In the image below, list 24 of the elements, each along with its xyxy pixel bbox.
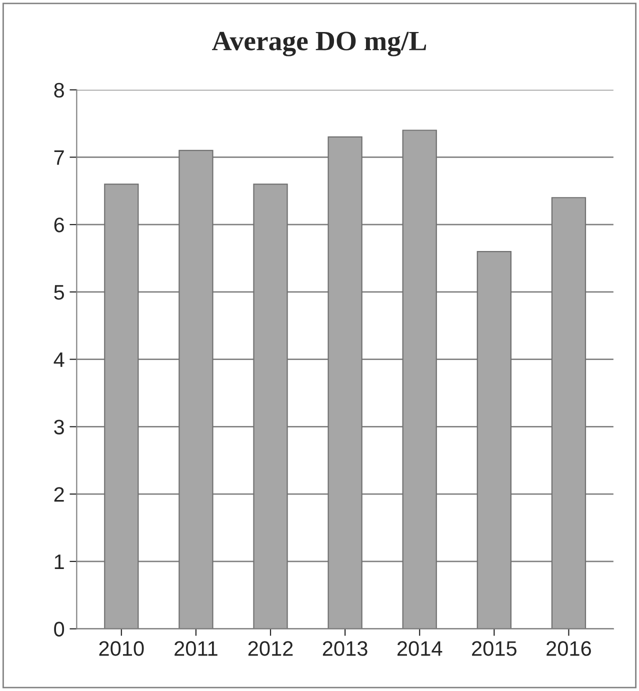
y-tick-label: 8 bbox=[54, 82, 64, 98]
x-tick-label: 2011 bbox=[174, 641, 218, 656]
y-tick-label: 5 bbox=[54, 285, 64, 300]
x-tick-label: 2013 bbox=[322, 641, 368, 656]
y-tick-label: 3 bbox=[54, 420, 64, 434]
y-tick-label: 2 bbox=[54, 487, 64, 502]
y-tick-label: 1 bbox=[54, 554, 64, 569]
chart-title: Average DO mg/L bbox=[212, 32, 426, 56]
bar bbox=[253, 184, 288, 629]
x-tick-label: 2016 bbox=[546, 641, 591, 656]
x-tick-label: 2012 bbox=[248, 641, 293, 656]
x-tick-label: 2014 bbox=[397, 641, 442, 656]
y-tick-label: 0 bbox=[54, 622, 64, 637]
bar bbox=[551, 197, 586, 629]
bar bbox=[178, 150, 214, 629]
y-tick-label: 4 bbox=[54, 352, 64, 367]
x-tick-label: 2010 bbox=[99, 641, 144, 656]
bar bbox=[402, 130, 437, 629]
bar bbox=[476, 250, 512, 629]
x-tick-label: 2015 bbox=[472, 641, 516, 656]
y-tick-label: 6 bbox=[54, 218, 64, 232]
bar bbox=[104, 184, 139, 629]
y-tick-label: 7 bbox=[54, 150, 64, 165]
bar bbox=[328, 136, 362, 629]
